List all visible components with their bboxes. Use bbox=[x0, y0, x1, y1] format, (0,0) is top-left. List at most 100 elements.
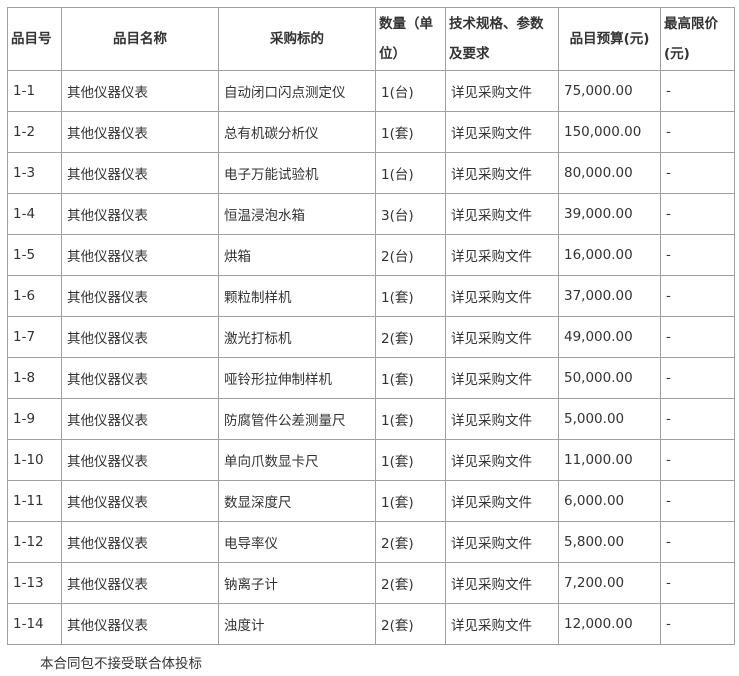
table-row: 1-9 其他仪器仪表 防腐管件公差测量尺 1(套) 详见采购文件 5,000.00- bbox=[7, 398, 735, 440]
table-cell: 恒温浸泡水箱 bbox=[218, 193, 376, 235]
table-cell: 2(套) bbox=[375, 562, 446, 604]
table-cell: 39,000.00 bbox=[558, 193, 661, 235]
table-cell: 数显深度尺 bbox=[218, 480, 376, 522]
table-cell: 详见采购文件 bbox=[445, 70, 559, 112]
table-cell: 其他仪器仪表 bbox=[61, 275, 219, 317]
table-cell: - bbox=[660, 521, 735, 563]
table-cell: 其他仪器仪表 bbox=[61, 357, 219, 399]
table-cell: 6,000.00 bbox=[558, 480, 661, 522]
table-cell: 1-7 bbox=[7, 316, 62, 358]
table-row: 1-10 其他仪器仪表 单向爪数显卡尺 1(套) 详见采购文件 11,000.00- bbox=[7, 439, 735, 481]
table-row: 1-8 其他仪器仪表 哑铃形拉伸制样机 1(套) 详见采购文件 50,000.00- bbox=[7, 357, 735, 399]
table-cell: 详见采购文件 bbox=[445, 152, 559, 194]
table-row: 1-3 其他仪器仪表 电子万能试验机 1(台) 详见采购文件 80,000.00- bbox=[7, 152, 735, 194]
table-row: 1-5 其他仪器仪表 烘箱 2(台) 详见采购文件 16,000.00- bbox=[7, 234, 735, 276]
table-cell: 5,800.00 bbox=[558, 521, 661, 563]
table-cell: - bbox=[660, 439, 735, 481]
table-cell: - bbox=[660, 111, 735, 153]
column-header: 采购标的 bbox=[218, 7, 376, 71]
table-cell: 详见采购文件 bbox=[445, 562, 559, 604]
table-cell: 1(套) bbox=[375, 398, 446, 440]
table-cell: 详见采购文件 bbox=[445, 398, 559, 440]
table-row: 1-12 其他仪器仪表 电导率仪 2(套) 详见采购文件 5,800.00- bbox=[7, 521, 735, 563]
table-cell: 1-3 bbox=[7, 152, 62, 194]
table-cell: 1-12 bbox=[7, 521, 62, 563]
table-row: 1-14 其他仪器仪表 浊度计 2(套) 详见采购文件 12,000.00- bbox=[7, 603, 735, 645]
table-cell: 1-2 bbox=[7, 111, 62, 153]
table-cell: 7,200.00 bbox=[558, 562, 661, 604]
table-cell: 75,000.00 bbox=[558, 70, 661, 112]
table-cell: 1-8 bbox=[7, 357, 62, 399]
table-cell: 其他仪器仪表 bbox=[61, 603, 219, 645]
table-cell: 其他仪器仪表 bbox=[61, 439, 219, 481]
table-cell: 单向爪数显卡尺 bbox=[218, 439, 376, 481]
table-cell: 5,000.00 bbox=[558, 398, 661, 440]
table-cell: 其他仪器仪表 bbox=[61, 521, 219, 563]
table-cell: 2(套) bbox=[375, 316, 446, 358]
table-cell: 详见采购文件 bbox=[445, 234, 559, 276]
table-cell: 1-5 bbox=[7, 234, 62, 276]
table-cell: 烘箱 bbox=[218, 234, 376, 276]
table-cell: 1(台) bbox=[375, 70, 446, 112]
column-header: 品目预算(元) bbox=[558, 7, 661, 71]
table-cell: 1-9 bbox=[7, 398, 62, 440]
table-cell: 激光打标机 bbox=[218, 316, 376, 358]
column-header: 技术规格、参数及要求 bbox=[445, 7, 559, 71]
column-header: 数量（单位） bbox=[375, 7, 446, 71]
table-cell: 其他仪器仪表 bbox=[61, 316, 219, 358]
table-cell: 总有机碳分析仪 bbox=[218, 111, 376, 153]
table-cell: 浊度计 bbox=[218, 603, 376, 645]
table-cell: 1-11 bbox=[7, 480, 62, 522]
table-cell: 详见采购文件 bbox=[445, 316, 559, 358]
table-cell: 其他仪器仪表 bbox=[61, 234, 219, 276]
header-row: 品目号 品目名称 采购标的 数量（单位） 技术规格、参数及要求 品目预算(元) 最高限价(元… bbox=[7, 7, 735, 71]
table-cell: 80,000.00 bbox=[558, 152, 661, 194]
table-cell: 150,000.00 bbox=[558, 111, 661, 153]
table-cell: 2(台) bbox=[375, 234, 446, 276]
column-header: 最高限价(元) bbox=[660, 7, 735, 71]
table-cell: 50,000.00 bbox=[558, 357, 661, 399]
table-cell: 其他仪器仪表 bbox=[61, 111, 219, 153]
column-header: 品目名称 bbox=[61, 7, 219, 71]
table-cell: 自动闭口闪点测定仪 bbox=[218, 70, 376, 112]
table-cell: 1(套) bbox=[375, 111, 446, 153]
table-cell: 详见采购文件 bbox=[445, 275, 559, 317]
table-cell: 哑铃形拉伸制样机 bbox=[218, 357, 376, 399]
table-cell: 详见采购文件 bbox=[445, 603, 559, 645]
table-cell: 1(套) bbox=[375, 480, 446, 522]
table-cell: 2(套) bbox=[375, 603, 446, 645]
table-cell: 3(台) bbox=[375, 193, 446, 235]
table-cell: 详见采购文件 bbox=[445, 357, 559, 399]
table-cell: 12,000.00 bbox=[558, 603, 661, 645]
table-cell: 37,000.00 bbox=[558, 275, 661, 317]
table-row: 1-4 其他仪器仪表 恒温浸泡水箱 3(台) 详见采购文件 39,000.00- bbox=[7, 193, 735, 235]
table-cell: 49,000.00 bbox=[558, 316, 661, 358]
table-cell: 1-1 bbox=[7, 70, 62, 112]
table-cell: 其他仪器仪表 bbox=[61, 70, 219, 112]
table-cell: 防腐管件公差测量尺 bbox=[218, 398, 376, 440]
table-cell: - bbox=[660, 398, 735, 440]
table-cell: - bbox=[660, 562, 735, 604]
table-cell: 电导率仪 bbox=[218, 521, 376, 563]
table-row: 1-11 其他仪器仪表 数显深度尺 1(套) 详见采购文件 6,000.00- bbox=[7, 480, 735, 522]
table-cell: 电子万能试验机 bbox=[218, 152, 376, 194]
table-cell: 颗粒制样机 bbox=[218, 275, 376, 317]
table-cell: 1-13 bbox=[7, 562, 62, 604]
table-cell: 1-10 bbox=[7, 439, 62, 481]
table-cell: - bbox=[660, 480, 735, 522]
table-row: 1-2 其他仪器仪表 总有机碳分析仪 1(套) 详见采购文件 150,000.00- bbox=[7, 111, 735, 153]
table-cell: 其他仪器仪表 bbox=[61, 152, 219, 194]
table-cell: - bbox=[660, 234, 735, 276]
table-cell: - bbox=[660, 357, 735, 399]
table-cell: - bbox=[660, 603, 735, 645]
table-row: 1-7 其他仪器仪表 激光打标机 2(套) 详见采购文件 49,000.00- bbox=[7, 316, 735, 358]
table-cell: 详见采购文件 bbox=[445, 480, 559, 522]
table-cell: 1-4 bbox=[7, 193, 62, 235]
table-cell: 其他仪器仪表 bbox=[61, 480, 219, 522]
table-row: 1-1 其他仪器仪表 自动闭口闪点测定仪 1(台) 详见采购文件 75,000.00- bbox=[7, 70, 735, 112]
table-cell: 详见采购文件 bbox=[445, 193, 559, 235]
table-cell: 其他仪器仪表 bbox=[61, 193, 219, 235]
table-cell: 其他仪器仪表 bbox=[61, 398, 219, 440]
table-row: 1-13 其他仪器仪表 钠离子计 2(套) 详见采购文件 7,200.00- bbox=[7, 562, 735, 604]
table-cell: - bbox=[660, 152, 735, 194]
